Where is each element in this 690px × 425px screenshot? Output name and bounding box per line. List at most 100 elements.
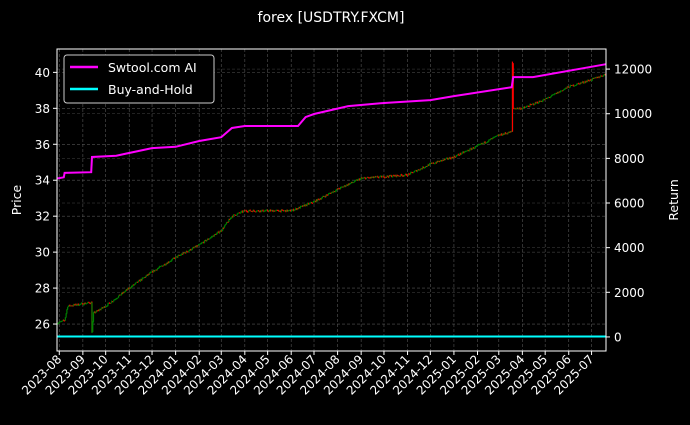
candle-body — [322, 196, 324, 197]
candle-body — [428, 163, 431, 166]
candle-body — [279, 210, 281, 212]
candle-body — [441, 160, 443, 162]
candle-body — [174, 257, 176, 259]
candle-body — [305, 204, 308, 206]
candle-body — [220, 230, 222, 232]
candle-body — [498, 134, 500, 136]
candle-body — [455, 155, 457, 158]
candle-body — [330, 192, 333, 194]
candle-body — [242, 210, 244, 213]
candle-body — [243, 210, 245, 212]
candle-body — [400, 174, 402, 177]
candle-body — [273, 210, 275, 212]
candle-body — [515, 108, 517, 110]
y-right-tick-label: 0 — [614, 330, 622, 344]
candle-body — [74, 303, 76, 305]
candle-body — [356, 179, 358, 181]
candle-body — [192, 247, 194, 249]
candle-body — [374, 176, 376, 178]
candle-body — [487, 141, 489, 143]
candle-body — [551, 94, 553, 97]
candle-body — [164, 264, 166, 266]
candle-body — [187, 251, 189, 253]
candle-body — [325, 194, 327, 197]
candle-body — [594, 77, 596, 79]
candle-body — [508, 131, 510, 134]
candle-body — [225, 222, 228, 224]
candle-body — [557, 92, 559, 94]
candle-body — [317, 198, 319, 202]
candle-body — [245, 210, 247, 212]
candle-body — [105, 306, 107, 308]
candle-body — [531, 103, 533, 105]
candle-body — [171, 259, 173, 261]
candle-body — [412, 172, 414, 174]
candle-body — [585, 80, 587, 83]
candle-body — [71, 305, 73, 307]
candle-body — [189, 249, 191, 251]
candle-body — [406, 174, 408, 176]
candle-body — [413, 172, 415, 173]
candle-body — [101, 307, 103, 309]
candle-body — [402, 175, 404, 177]
candle-body — [63, 320, 65, 321]
candle-body — [59, 321, 61, 323]
candle-body — [575, 84, 577, 86]
candle-body — [593, 77, 596, 79]
candle-body — [282, 210, 285, 212]
candle-body — [89, 303, 92, 305]
candle-body — [80, 303, 82, 304]
candle-body — [366, 177, 368, 178]
candle-body — [591, 78, 593, 81]
candle-body — [470, 148, 473, 150]
candle-body — [323, 196, 325, 197]
candle-body — [493, 136, 495, 138]
candle-body — [137, 280, 139, 283]
candle-body — [281, 209, 283, 211]
candle-body — [489, 138, 492, 140]
candle-body — [273, 210, 276, 212]
candle-body — [137, 281, 139, 283]
candle-body — [577, 83, 579, 85]
candle-body — [233, 214, 235, 216]
candle-body — [432, 162, 434, 164]
candle-body — [507, 133, 509, 134]
candle-body — [64, 317, 66, 321]
candle-body — [198, 243, 200, 245]
candle-body — [409, 172, 412, 175]
candle-body — [278, 211, 280, 212]
candle-body — [178, 255, 180, 256]
candle-body — [472, 147, 474, 149]
candle-body — [280, 209, 282, 212]
candle-body — [270, 210, 272, 212]
candle-body — [251, 210, 253, 212]
candle-body — [340, 186, 342, 188]
candle-body — [562, 89, 565, 91]
candle-body — [92, 321, 94, 333]
candle-body — [172, 257, 174, 259]
legend-label-buy-and-hold: Buy-and-Hold — [108, 82, 193, 97]
candle-body — [492, 137, 495, 139]
candle-body — [588, 80, 590, 82]
candle-body — [426, 166, 428, 167]
candle-body — [86, 302, 89, 304]
candle-body — [521, 108, 523, 110]
candle-body — [124, 290, 127, 292]
candle-body — [65, 313, 67, 318]
candle-body — [518, 107, 520, 109]
candle-body — [437, 160, 439, 162]
candle-body — [504, 132, 506, 135]
candle-body — [142, 277, 144, 279]
candle-body — [563, 89, 565, 91]
candle-body — [226, 221, 228, 223]
candle-body — [120, 294, 122, 296]
candle-body — [197, 245, 199, 247]
candle-body — [397, 174, 399, 176]
candle-body — [587, 80, 589, 82]
candle-body — [302, 205, 304, 207]
candle-body — [535, 102, 537, 104]
candle-body — [261, 209, 263, 211]
candle-body — [501, 133, 503, 136]
y-tick-label: 32 — [35, 210, 50, 224]
candle-body — [565, 87, 568, 89]
